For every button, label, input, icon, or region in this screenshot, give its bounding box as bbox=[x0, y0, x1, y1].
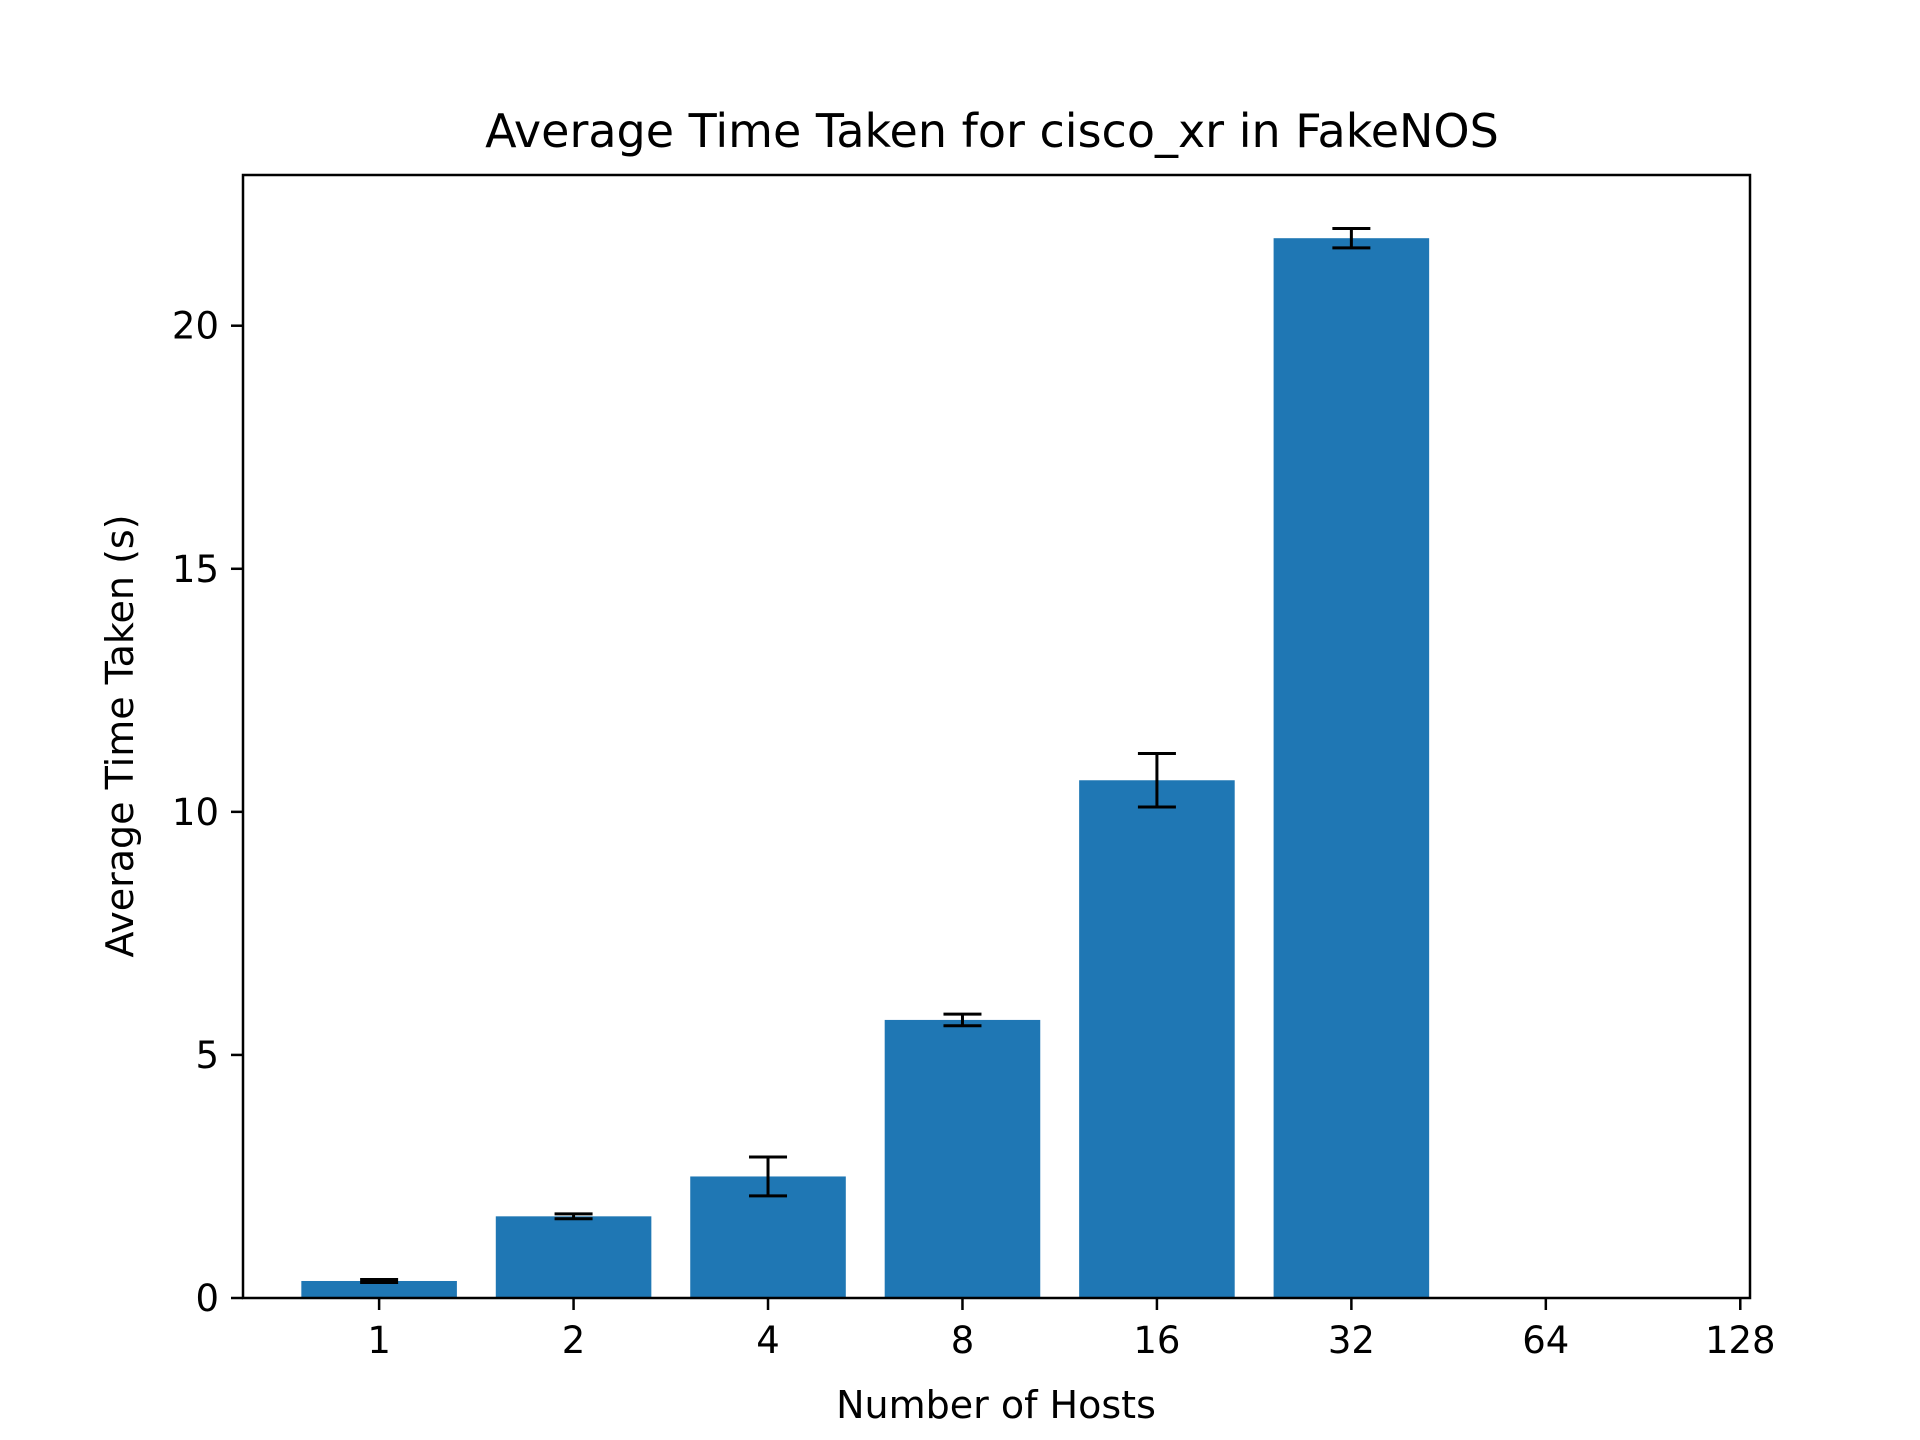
y-tick-label-5: 5 bbox=[195, 1034, 219, 1077]
x-axis-ticks: 1 2 4 8 16 32 64 128 bbox=[367, 1298, 1776, 1362]
bar-32 bbox=[1273, 238, 1430, 1299]
error-bar-32 bbox=[1332, 226, 1371, 250]
error-bar-4 bbox=[749, 1155, 788, 1198]
plot-frame bbox=[241, 173, 1752, 1300]
error-bar-2 bbox=[554, 1212, 593, 1221]
bars-group bbox=[301, 238, 1430, 1299]
bar-1 bbox=[301, 1280, 457, 1298]
x-tick-label-2: 2 bbox=[562, 1319, 586, 1362]
x-tick-label-128: 128 bbox=[1705, 1319, 1776, 1362]
x-tick-label-1: 1 bbox=[367, 1319, 391, 1362]
chart-title: Average Time Taken for cisco_xr in FakeN… bbox=[485, 104, 1499, 158]
bar-2 bbox=[495, 1216, 652, 1298]
x-tick-label-16: 16 bbox=[1133, 1319, 1180, 1362]
bar-16 bbox=[1079, 780, 1235, 1298]
x-tick-label-8: 8 bbox=[951, 1319, 975, 1362]
error-bar-8 bbox=[943, 1012, 982, 1028]
y-axis-ticks: 0 5 10 15 20 bbox=[172, 305, 243, 1320]
y-tick-label-20: 20 bbox=[172, 305, 219, 348]
y-tick-label-0: 0 bbox=[195, 1277, 219, 1320]
error-bars-group bbox=[360, 226, 1371, 1284]
x-tick-label-64: 64 bbox=[1522, 1319, 1569, 1362]
x-tick-label-32: 32 bbox=[1328, 1319, 1375, 1362]
x-tick-label-4: 4 bbox=[756, 1319, 780, 1362]
y-axis-label: Average Time Taken (s) bbox=[98, 514, 142, 957]
x-axis-label: Number of Hosts bbox=[836, 1383, 1156, 1427]
bar-8 bbox=[884, 1019, 1041, 1298]
y-tick-label-10: 10 bbox=[172, 791, 219, 834]
error-bar-1 bbox=[360, 1278, 399, 1284]
error-bar-16 bbox=[1137, 752, 1176, 809]
y-tick-label-15: 15 bbox=[172, 548, 219, 591]
